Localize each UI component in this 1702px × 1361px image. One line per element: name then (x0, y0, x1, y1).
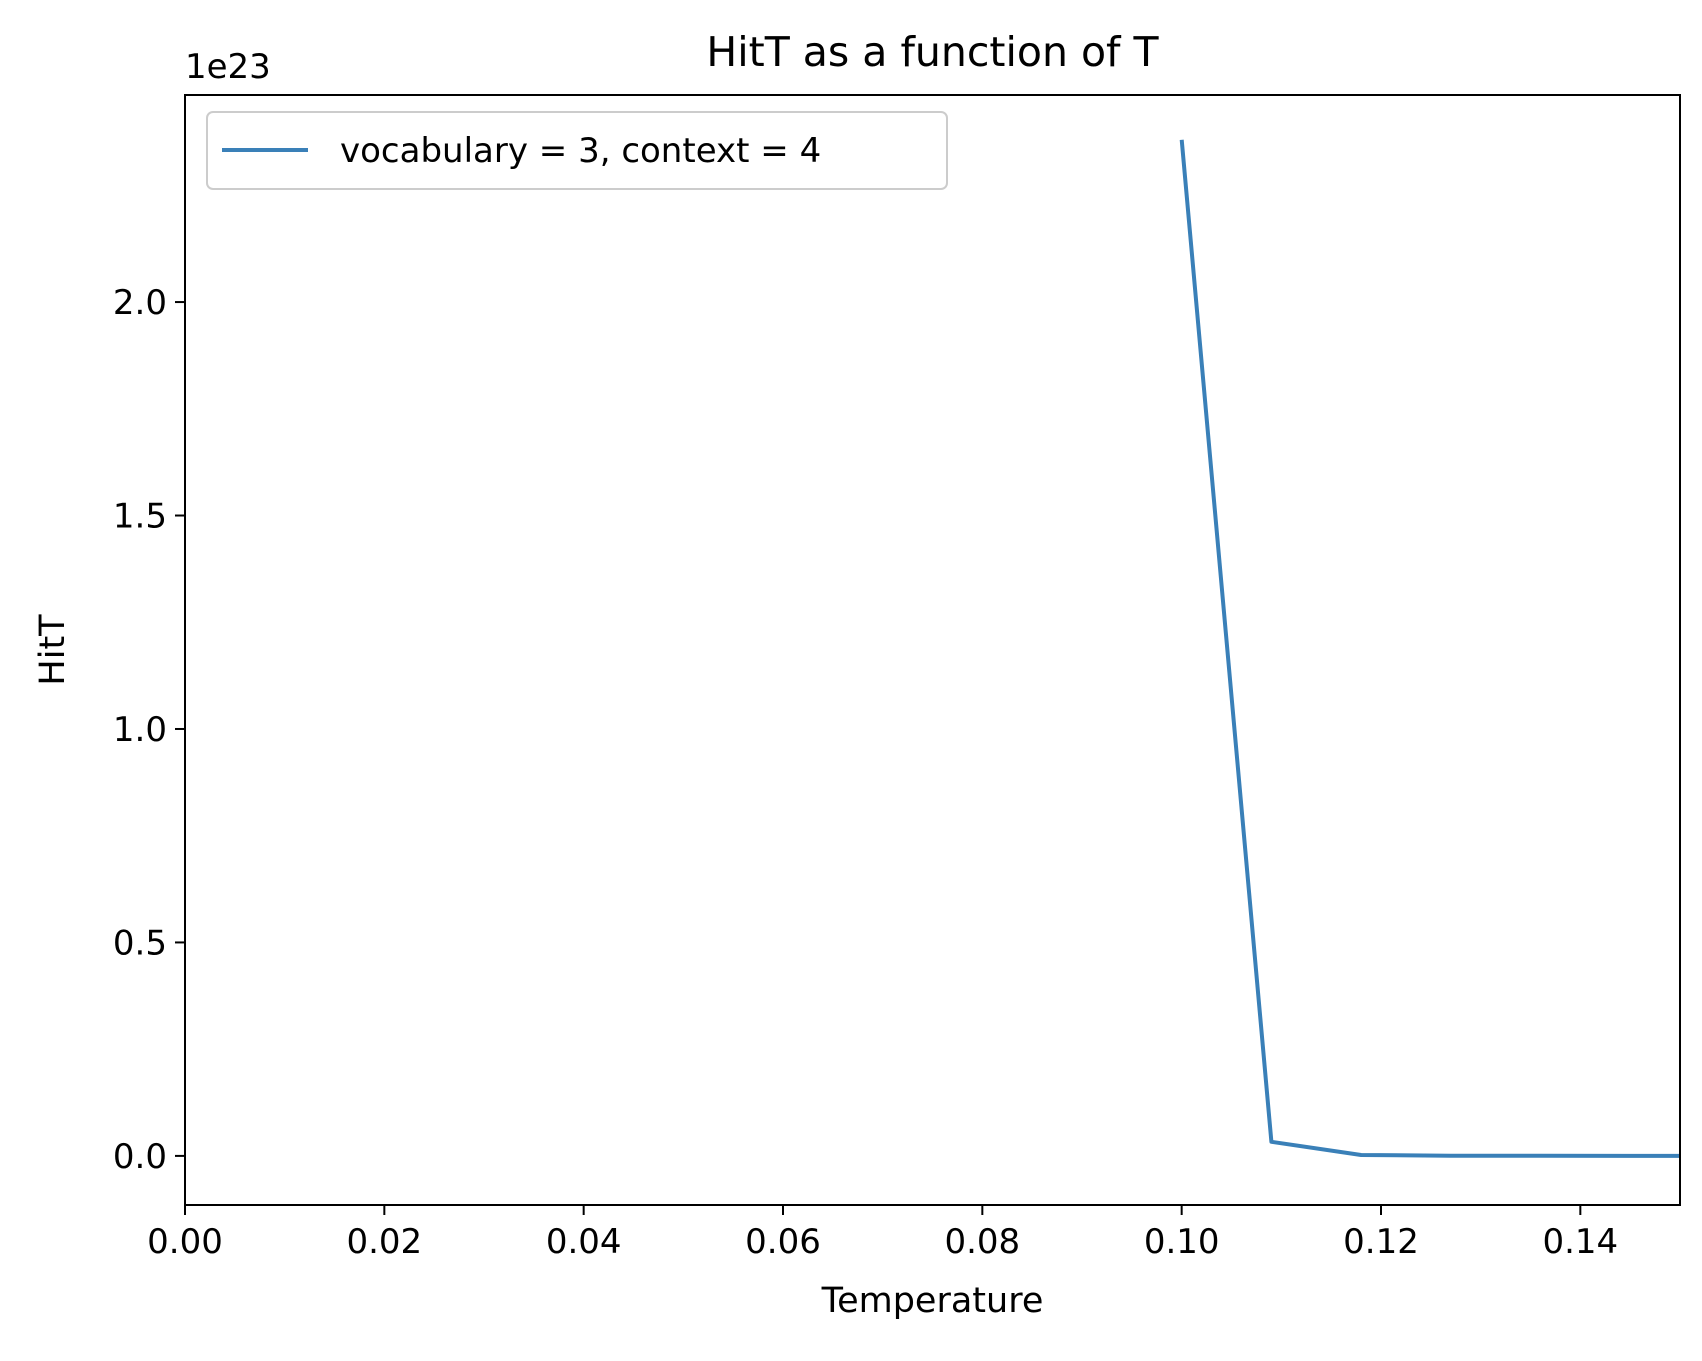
y-tick-label: 2.0 (113, 283, 167, 323)
x-tick-label: 0.06 (745, 1222, 821, 1262)
y-axis-ticks: 0.0 0.5 1.0 1.5 2.0 (113, 283, 185, 1177)
x-tick-label: 0.14 (1542, 1222, 1618, 1262)
x-tick-label: 0.02 (346, 1222, 422, 1262)
plot-frame (184, 94, 1681, 1206)
y-tick-label: 1.0 (113, 710, 167, 750)
y-tick-label: 1.5 (113, 497, 167, 537)
y-tick-label: 0.5 (113, 923, 167, 963)
y-axis-label: HitT (33, 614, 73, 686)
x-tick-label: 0.10 (1144, 1222, 1220, 1262)
legend-box (206, 111, 948, 190)
x-tick-label: 0.00 (147, 1222, 223, 1262)
x-axis-ticks: 0.00 0.02 0.04 0.06 0.08 0.10 0.12 0.14 (147, 1205, 1618, 1262)
x-tick-label: 0.04 (546, 1222, 622, 1262)
legend: vocabulary = 3, context = 4 (206, 111, 948, 190)
chart-title: HitT as a function of T (706, 28, 1159, 76)
y-tick-label: 0.0 (113, 1137, 167, 1177)
x-tick-label: 0.12 (1343, 1222, 1419, 1262)
x-axis-label: Temperature (821, 1281, 1044, 1321)
y-axis-offset-label: 1e23 (185, 47, 271, 87)
legend-label: vocabulary = 3, context = 4 (340, 131, 821, 171)
series-line (1179, 139, 1680, 1158)
x-tick-label: 0.08 (944, 1222, 1020, 1262)
series-group (1179, 139, 1680, 1158)
